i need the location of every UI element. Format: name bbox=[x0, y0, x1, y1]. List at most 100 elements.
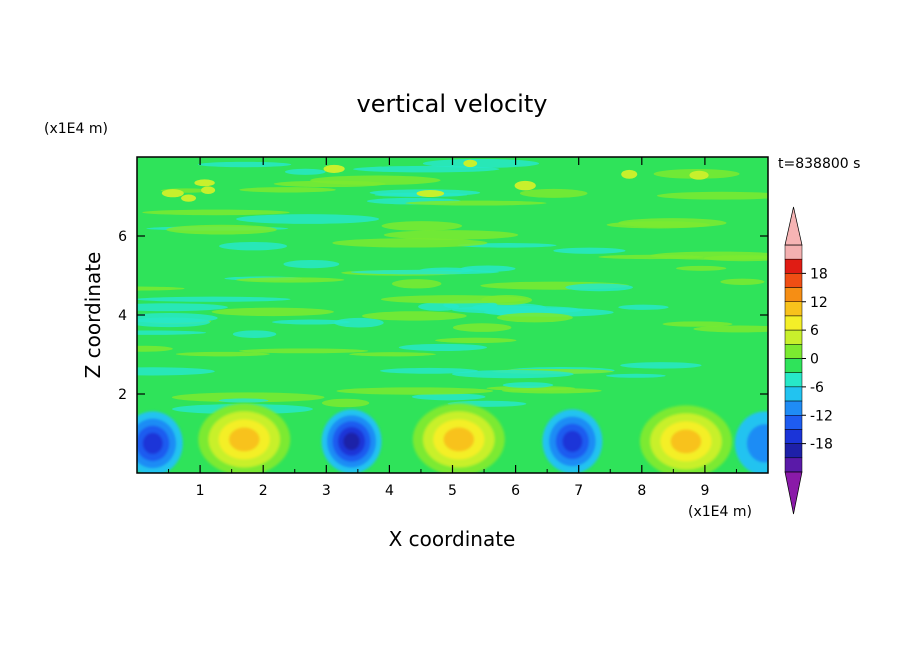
texture-band bbox=[235, 277, 345, 283]
texture-band bbox=[460, 265, 516, 272]
texture-spot bbox=[463, 159, 478, 168]
x-tick-label: 4 bbox=[385, 483, 394, 499]
colorbar-swatch bbox=[784, 287, 803, 302]
texture-band bbox=[703, 255, 768, 262]
texture-band bbox=[239, 187, 336, 193]
colorbar-over-arrow bbox=[784, 206, 803, 246]
texture-band bbox=[349, 352, 436, 357]
downdraft-contour bbox=[142, 432, 163, 455]
texture-band bbox=[405, 200, 547, 206]
texture-band bbox=[284, 168, 326, 175]
texture-band bbox=[565, 283, 633, 292]
texture-band bbox=[502, 382, 554, 388]
texture-band bbox=[411, 393, 486, 401]
texture-band bbox=[380, 367, 478, 374]
texture-spot bbox=[514, 180, 536, 191]
colorbar-tick-label: 12 bbox=[810, 295, 828, 311]
texture-band bbox=[175, 351, 270, 357]
downdraft-contour bbox=[562, 430, 583, 453]
x-tick-label: 1 bbox=[196, 483, 205, 499]
colorbar-swatch bbox=[784, 329, 803, 345]
texture-band bbox=[693, 325, 768, 333]
texture-band bbox=[137, 317, 210, 328]
downdraft-contour bbox=[746, 424, 768, 463]
updraft-contour bbox=[228, 427, 260, 452]
texture-band bbox=[380, 295, 527, 304]
time-label: t=838800 s bbox=[778, 156, 860, 172]
texture-band bbox=[239, 348, 369, 354]
texture-band bbox=[142, 209, 290, 216]
updraft-contour bbox=[670, 429, 702, 454]
texture-band bbox=[171, 392, 325, 403]
colorbar-under-arrow bbox=[784, 471, 803, 515]
colorbar-swatch bbox=[784, 244, 803, 260]
plot-area bbox=[137, 157, 768, 473]
texture-spot bbox=[181, 194, 197, 202]
axis-ticks: 1 2 3 4 5 6 7 8 9 2 4 6 bbox=[118, 157, 768, 499]
colorbar-swatch bbox=[784, 400, 803, 416]
texture-band bbox=[336, 387, 494, 395]
field-texture bbox=[137, 158, 768, 415]
colorbar-swatch bbox=[784, 344, 803, 359]
x-tick-label: 8 bbox=[637, 483, 646, 499]
colorbar-tick-label: -12 bbox=[810, 408, 833, 424]
texture-band bbox=[137, 303, 228, 312]
texture-band bbox=[332, 238, 488, 248]
texture-band bbox=[197, 161, 292, 168]
texture-band bbox=[137, 367, 215, 376]
texture-band bbox=[662, 321, 733, 327]
colorbar-swatch bbox=[784, 415, 803, 430]
x-axis-label: X coordinate bbox=[389, 527, 516, 551]
texture-band bbox=[618, 218, 727, 228]
texture-band bbox=[321, 398, 370, 408]
colorbar-swatch bbox=[784, 386, 803, 402]
downdraft-contour bbox=[343, 432, 360, 451]
texture-spot bbox=[621, 169, 638, 179]
colorbar-swatch bbox=[784, 273, 803, 288]
texture-band bbox=[383, 230, 519, 240]
texture-band bbox=[496, 312, 573, 323]
texture-band bbox=[676, 265, 727, 271]
updraft-contour bbox=[443, 427, 475, 452]
texture-band bbox=[137, 296, 291, 302]
texture-band bbox=[218, 398, 269, 403]
y-unit-label: (x1E4 m) bbox=[44, 121, 108, 137]
colorbar-swatch bbox=[784, 443, 803, 459]
texture-band bbox=[310, 175, 441, 186]
texture-band bbox=[350, 269, 499, 275]
texture-band bbox=[137, 330, 207, 335]
y-tick-label: 2 bbox=[118, 387, 127, 403]
texture-band bbox=[334, 317, 384, 328]
texture-spot bbox=[416, 189, 445, 197]
texture-band bbox=[519, 188, 588, 198]
chart-title: vertical velocity bbox=[357, 90, 548, 118]
y-axis-label: Z coordinate bbox=[81, 252, 105, 379]
colorbar-tick-label: 18 bbox=[810, 266, 828, 282]
y-tick-label: 4 bbox=[118, 308, 127, 324]
x-tick-label: 9 bbox=[700, 483, 709, 499]
texture-band bbox=[361, 311, 467, 321]
texture-band bbox=[381, 221, 463, 231]
texture-spot bbox=[194, 179, 215, 187]
x-unit-label: (x1E4 m) bbox=[688, 504, 752, 520]
texture-band bbox=[398, 343, 488, 351]
texture-spot bbox=[689, 170, 709, 180]
texture-band bbox=[422, 158, 540, 168]
texture-band bbox=[486, 385, 575, 391]
colorbar-swatch bbox=[784, 429, 803, 444]
colorbar-swatch bbox=[784, 258, 803, 274]
x-tick-label: 6 bbox=[511, 483, 520, 499]
velocity-cells bbox=[137, 403, 768, 473]
texture-band bbox=[283, 259, 340, 269]
texture-band bbox=[620, 362, 702, 369]
colorbar-swatch bbox=[784, 457, 803, 473]
texture-spot bbox=[323, 164, 345, 173]
texture-band bbox=[553, 247, 626, 254]
colorbar-swatch bbox=[784, 358, 803, 373]
colorbar-tick-label: 6 bbox=[810, 323, 819, 339]
x-tick-label: 7 bbox=[574, 483, 583, 499]
texture-band bbox=[720, 278, 765, 285]
texture-band bbox=[219, 241, 288, 251]
x-tick-label: 5 bbox=[448, 483, 457, 499]
